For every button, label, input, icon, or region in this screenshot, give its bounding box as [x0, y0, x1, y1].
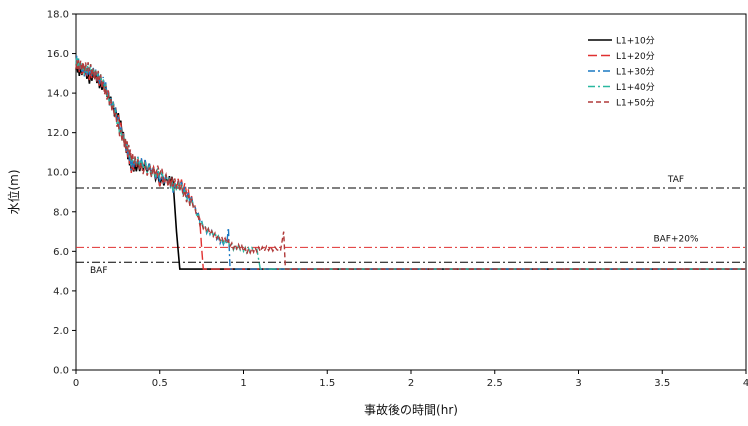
y-tick-label: 16.0: [47, 49, 69, 60]
y-axis-ticks: 0.0 2.0 4.0 6.0 8.0 10.0 12.0 14.0 16.0 18.0: [47, 10, 76, 377]
legend-label-3: L1+30分: [616, 67, 655, 78]
y-tick-label: 0.0: [53, 366, 69, 377]
y-tick-label: 8.0: [53, 207, 69, 218]
x-tick-label: 0.5: [152, 378, 168, 389]
legend-label-4: L1+40分: [616, 82, 655, 93]
series-lines: [75, 55, 746, 270]
y-tick-label: 10.0: [47, 168, 69, 179]
y-tick-label: 12.0: [47, 128, 69, 139]
ref-label-baf-20-: BAF+20%: [653, 234, 699, 244]
x-tick-label: 2.5: [487, 378, 503, 389]
x-tick-label: 3.5: [654, 378, 670, 389]
y-tick-label: 14.0: [47, 89, 69, 100]
reference-lines: TAF BAF+20% BAF: [76, 175, 746, 276]
legend-label-2: L1+20分: [616, 51, 655, 62]
x-axis-ticks: 0 0.5 1 1.5 2 2.5 3 3.5 4: [73, 370, 748, 389]
x-tick-label: 3: [575, 378, 581, 389]
y-tick-label: 18.0: [47, 10, 69, 21]
x-tick-label: 1: [240, 378, 246, 389]
legend-label-5: L1+50分: [616, 98, 655, 109]
series-line-5: [75, 60, 746, 270]
x-tick-label: 0: [73, 378, 79, 389]
legend-label-1: L1+10分: [616, 36, 655, 47]
y-tick-label: 2.0: [53, 326, 69, 337]
ref-label-baf: BAF: [90, 266, 108, 276]
ref-label-taf: TAF: [667, 175, 684, 185]
y-tick-label: 6.0: [53, 247, 69, 258]
x-tick-label: 4: [743, 378, 748, 389]
y-axis-label: 水位(m): [6, 169, 21, 214]
x-tick-label: 1.5: [319, 378, 335, 389]
x-tick-label: 2: [408, 378, 414, 389]
legend: L1+10分 L1+20分 L1+30分 L1+40分 L1+50分: [588, 36, 655, 109]
x-axis-label: 事故後の時間(hr): [364, 402, 458, 417]
y-tick-label: 4.0: [53, 286, 69, 297]
